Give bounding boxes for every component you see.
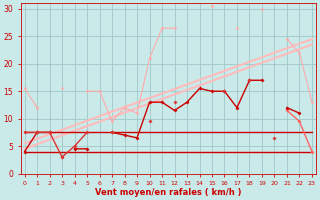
X-axis label: Vent moyen/en rafales ( km/h ): Vent moyen/en rafales ( km/h ) <box>95 188 242 197</box>
